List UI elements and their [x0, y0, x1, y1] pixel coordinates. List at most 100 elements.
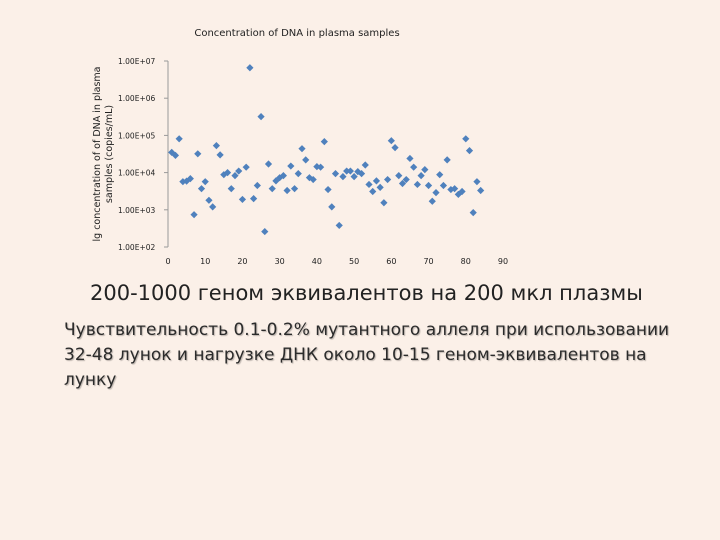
data-point [451, 185, 459, 193]
data-point [276, 174, 284, 182]
body-text: Чувствительность 0.1-0.2% мутантного алл… [64, 320, 670, 390]
y-tick-label: 1.00E+06 [118, 94, 155, 103]
x-tick-label: 90 [498, 257, 508, 266]
data-point [328, 203, 336, 211]
data-point [231, 172, 239, 180]
data-point [357, 169, 366, 178]
data-point [443, 156, 451, 164]
data-point [387, 137, 395, 145]
data-point [194, 150, 202, 158]
data-point [201, 178, 209, 186]
data-point [294, 169, 302, 178]
x-tick-label: 30 [275, 257, 285, 266]
data-point [309, 175, 317, 184]
data-point [257, 113, 265, 121]
data-point [432, 188, 440, 197]
data-point [369, 187, 377, 196]
data-point [313, 162, 321, 171]
y-tick-label: 1.00E+03 [118, 206, 155, 215]
data-point [421, 166, 429, 174]
data-point [212, 142, 220, 150]
data-point [398, 179, 407, 188]
y-axis-title-line: lg concentration of of DNA in plasma [92, 67, 103, 242]
x-tick-label: 70 [423, 257, 433, 266]
data-point [238, 195, 247, 204]
data-point [175, 135, 183, 143]
data-point [216, 151, 224, 159]
data-point [469, 209, 477, 217]
data-point [223, 169, 232, 177]
data-point [317, 163, 325, 171]
data-point [320, 138, 328, 146]
data-point [376, 183, 384, 192]
data-point [283, 186, 291, 195]
x-tick-label: 40 [312, 257, 322, 266]
x-tick-label: 80 [461, 257, 471, 266]
y-tick-label: 1.00E+04 [118, 169, 155, 178]
x-tick-label: 50 [349, 257, 359, 266]
data-point [343, 167, 351, 175]
data-point [417, 172, 425, 180]
data-point [339, 173, 347, 181]
data-point [350, 173, 358, 181]
data-point [261, 227, 269, 236]
data-point [279, 172, 287, 180]
data-point [365, 180, 373, 189]
y-axis-title-line: samples (copies/mL) [104, 105, 115, 203]
data-point [477, 186, 485, 195]
y-tick-label: 1.00E+02 [118, 243, 155, 252]
data-point [384, 175, 392, 184]
data-point [428, 197, 436, 205]
data-point [346, 167, 354, 175]
data-point [372, 177, 381, 185]
data-point [410, 163, 418, 171]
data-point [205, 196, 213, 204]
data-point [361, 161, 369, 169]
data-point [391, 143, 399, 152]
data-point [246, 64, 254, 72]
data-point [171, 151, 180, 159]
data-point [287, 162, 295, 170]
data-point [190, 211, 198, 219]
y-axis-title: lg concentration of of DNA in plasma sam… [92, 67, 115, 242]
data-point [413, 180, 421, 189]
data-point [380, 199, 388, 207]
data-point [324, 185, 332, 194]
x-tick-label: 20 [237, 257, 247, 266]
headline: 200-1000 геном эквивалентов на 200 мкл п… [90, 281, 643, 305]
data-point [331, 169, 340, 178]
data-point [250, 195, 258, 203]
x-tick-label: 0 [165, 257, 170, 266]
data-point [268, 185, 276, 193]
data-point [402, 175, 410, 184]
data-point [209, 203, 217, 211]
data-point [186, 174, 194, 183]
data-point [290, 185, 299, 193]
data-point [253, 181, 261, 190]
chart: Concentration of DNA in plasma samples l… [92, 28, 508, 266]
data-point [462, 135, 470, 143]
data-point [302, 156, 310, 164]
data-point [242, 163, 250, 171]
data-point [447, 185, 455, 194]
chart-title: Concentration of DNA in plasma samples [194, 28, 399, 39]
data-point [298, 145, 306, 153]
data-point [227, 185, 235, 193]
data-point [406, 154, 414, 163]
x-tick-label: 60 [386, 257, 396, 266]
data-point [458, 187, 466, 196]
data-point [395, 172, 403, 180]
x-tick-label: 10 [200, 257, 210, 266]
data-point [439, 181, 448, 190]
data-point [264, 160, 273, 168]
data-point [235, 167, 243, 175]
data-point [436, 171, 444, 179]
y-tick-label: 1.00E+05 [118, 131, 155, 140]
data-point [335, 221, 343, 230]
y-tick-label: 1.00E+07 [118, 57, 155, 66]
data-point [197, 185, 206, 193]
data-point [465, 147, 474, 155]
data-point [473, 178, 481, 186]
data-point [424, 181, 433, 190]
